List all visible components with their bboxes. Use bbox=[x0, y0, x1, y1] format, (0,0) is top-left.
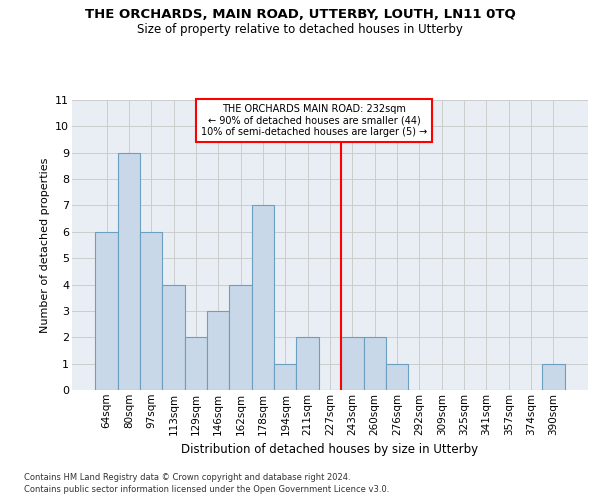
Bar bbox=[542, 364, 565, 390]
Bar bbox=[163, 284, 185, 390]
Text: THE ORCHARDS MAIN ROAD: 232sqm
← 90% of detached houses are smaller (44)
10% of : THE ORCHARDS MAIN ROAD: 232sqm ← 90% of … bbox=[201, 104, 427, 137]
Bar bbox=[274, 364, 296, 390]
Bar bbox=[296, 338, 319, 390]
Text: Size of property relative to detached houses in Utterby: Size of property relative to detached ho… bbox=[137, 22, 463, 36]
Bar bbox=[364, 338, 386, 390]
Bar bbox=[95, 232, 118, 390]
Text: Contains public sector information licensed under the Open Government Licence v3: Contains public sector information licen… bbox=[24, 485, 389, 494]
Bar bbox=[229, 284, 252, 390]
Text: Distribution of detached houses by size in Utterby: Distribution of detached houses by size … bbox=[181, 442, 479, 456]
Text: Contains HM Land Registry data © Crown copyright and database right 2024.: Contains HM Land Registry data © Crown c… bbox=[24, 472, 350, 482]
Bar bbox=[207, 311, 229, 390]
Bar bbox=[118, 152, 140, 390]
Y-axis label: Number of detached properties: Number of detached properties bbox=[40, 158, 50, 332]
Bar bbox=[252, 206, 274, 390]
Bar bbox=[185, 338, 207, 390]
Text: THE ORCHARDS, MAIN ROAD, UTTERBY, LOUTH, LN11 0TQ: THE ORCHARDS, MAIN ROAD, UTTERBY, LOUTH,… bbox=[85, 8, 515, 20]
Bar bbox=[386, 364, 408, 390]
Bar bbox=[140, 232, 163, 390]
Bar bbox=[341, 338, 364, 390]
